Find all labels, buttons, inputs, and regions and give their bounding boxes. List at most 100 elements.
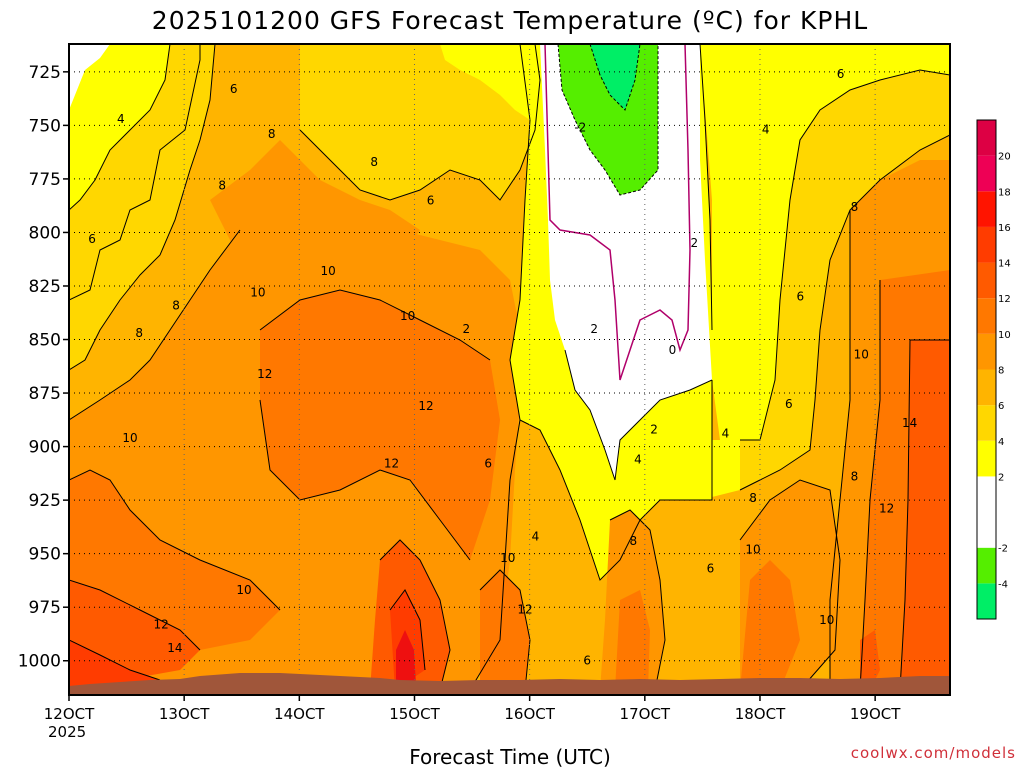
band-white-cold [540,44,712,480]
band-yellow-left-top [69,44,170,210]
colorbar-tick-label: -4 [998,579,1008,590]
colorbar-segment [977,583,996,619]
contour-label: 0 [669,343,677,357]
contour-label: 6 [484,457,492,471]
contour-label: 6 [583,654,591,668]
contour-label: 6 [707,562,715,576]
contour-label: 12 [517,602,532,616]
x-tick-label: 17OCT [620,705,671,723]
contour-line [69,44,171,211]
band-yellow-right-low [640,430,740,500]
contour-label: 6 [88,232,96,246]
contour-label: 12 [384,457,399,471]
contour-line [564,349,713,481]
contour-line [69,44,201,301]
colorbar-segment [977,298,996,334]
band-deep-orange-mid-low [615,590,650,690]
contour-line [899,339,911,691]
colorbar-tick-label: 18 [998,187,1011,198]
y-tick-label: 900 [29,438,61,458]
contour-label: 6 [796,290,804,304]
x-tick-label: 14OCT [274,705,325,723]
contour-label: 4 [722,427,730,441]
colorbar-tick-label: 16 [998,223,1011,234]
band-yellow-right [700,44,950,440]
temperature-fill-layer [69,44,950,695]
plot-frame [68,43,951,696]
contour-label: 10 [500,551,515,565]
contour-label: 10 [236,583,251,597]
band-orange-mid-upper [210,140,420,270]
colorbar-tick-label: 4 [998,437,1004,448]
y-tick-label: 825 [29,277,61,297]
band-lightorange-topmid [300,44,540,200]
band-white-left-top [69,44,110,110]
contour-label: 4 [762,123,770,137]
contour-label: 2 [590,322,598,336]
contour-line [69,229,241,421]
x-tick-label: 16OCT [504,705,555,723]
contour-line [259,399,471,561]
contour-label: 12 [153,617,168,631]
contour-line [69,469,281,611]
contour-label: 12 [418,399,433,413]
band-lightorange-right [730,70,950,490]
y-tick-label: 750 [29,116,61,136]
contour-label: 6 [837,67,845,81]
contour-label: 8 [370,155,378,169]
x-tick-label: 13OCT [159,705,210,723]
contour-label: 6 [785,397,793,411]
colorbar-segment [977,191,996,227]
contour-line [740,69,950,441]
contour-label: 10 [854,348,869,362]
contour-label: 12 [879,502,894,516]
colorbar-frame [976,119,997,620]
x-axis-title: Forecast Time (UTC) [409,745,611,768]
colorbar-segment [977,226,996,263]
contour-label: 8 [135,326,143,340]
contour-label: 14 [167,641,182,655]
x-tick-label: 19OCT [850,705,901,723]
band-yellow-topmid [440,44,540,120]
contour-line-minus4 [589,44,641,111]
contour-line [69,579,201,651]
contour-label: 8 [172,298,180,312]
colorbar-tick-label: 12 [998,294,1011,305]
contour-label: 2 [650,422,658,436]
contour-line-minus2 [557,44,659,196]
contour-line [509,44,713,581]
contour-label: 8 [749,491,757,505]
terrain-surface [69,673,950,695]
y-tick-label: 1000 [18,652,61,672]
contour-label: 14 [902,416,917,430]
x-tick-label: 15OCT [389,705,440,723]
colorbar-segment [977,155,996,192]
contour-label: 10 [320,264,335,278]
plot-area [69,44,950,695]
contour-label: 8 [218,178,226,192]
y-tick-label: 850 [29,331,61,351]
contour-line [479,569,531,691]
contour-line [69,639,161,681]
contour-label: 2 [691,236,699,250]
band-bright-green-cold [590,44,640,110]
colorbar-segment [977,120,996,156]
y-tick-label: 875 [29,384,61,404]
colorbar-segment [977,405,996,441]
contour-label: 4 [532,530,540,544]
contour-line [389,589,426,671]
colorbar-tick-label: 2 [998,472,1004,483]
y-tick-label: 725 [29,63,61,83]
contour-label: 10 [745,542,760,556]
contour-label: 6 [427,193,435,207]
contour-label: 8 [851,470,859,484]
x-tick-label: 12OCT [44,705,95,723]
contour-label: 10 [400,309,415,323]
contour-line [829,210,851,690]
contour-label: 4 [634,452,642,466]
contour-label-layer: 6 4 8 8 8 6 6 10 10 8 8 10 12 12 10 12 6 2 2 -2 0 2 2 4 4 4 4 6 6 6 8 8… [88,67,917,668]
colorbar-segment [977,512,996,548]
credit-text: coolwx.com/models [851,744,1016,762]
colorbar-segment [977,333,996,370]
